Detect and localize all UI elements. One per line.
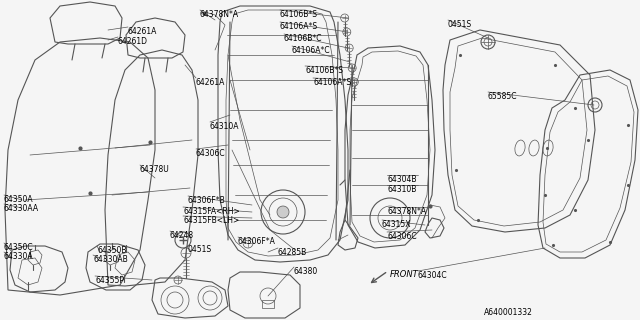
- Text: 64304C: 64304C: [418, 271, 447, 280]
- Text: 64310A: 64310A: [210, 122, 239, 131]
- Text: 64306F*B: 64306F*B: [188, 196, 226, 205]
- Text: 64106A*S: 64106A*S: [313, 78, 351, 87]
- Text: 64315FB<LH>: 64315FB<LH>: [183, 216, 239, 225]
- Text: 64306C: 64306C: [196, 149, 226, 158]
- Text: 64310B: 64310B: [387, 185, 417, 194]
- Text: A640001332: A640001332: [484, 308, 533, 317]
- Text: 64261A: 64261A: [196, 78, 225, 87]
- Text: 64380: 64380: [294, 267, 318, 276]
- Text: 64304B: 64304B: [387, 175, 417, 184]
- Text: FRONT: FRONT: [390, 270, 419, 279]
- Text: 64106B*S: 64106B*S: [280, 10, 318, 19]
- Text: 64330AA: 64330AA: [4, 204, 39, 213]
- Text: 64106A*C: 64106A*C: [292, 46, 331, 55]
- Text: 64315X: 64315X: [382, 220, 412, 229]
- Text: 64350C: 64350C: [4, 243, 34, 252]
- Text: 0451S: 0451S: [448, 20, 472, 29]
- Text: 0451S: 0451S: [188, 245, 212, 254]
- Text: 64261A: 64261A: [128, 27, 157, 36]
- Text: 64378N*A: 64378N*A: [388, 207, 427, 216]
- Text: 64350B: 64350B: [97, 246, 127, 255]
- Text: 64378N*A: 64378N*A: [200, 10, 239, 19]
- Text: 64261D: 64261D: [118, 37, 148, 46]
- Text: 64350A: 64350A: [4, 195, 34, 204]
- Text: 64315FA<RH>: 64315FA<RH>: [183, 207, 240, 216]
- Text: 64330AB: 64330AB: [93, 255, 128, 264]
- Text: 64355P: 64355P: [95, 276, 124, 285]
- Text: 65585C: 65585C: [488, 92, 518, 101]
- Text: 64248: 64248: [170, 231, 194, 240]
- Circle shape: [277, 206, 289, 218]
- Text: 64106B*C: 64106B*C: [284, 34, 323, 43]
- Text: 64330A: 64330A: [4, 252, 34, 261]
- Text: 64285B: 64285B: [278, 248, 307, 257]
- Text: 64378U: 64378U: [140, 165, 170, 174]
- Text: 64106A*S: 64106A*S: [280, 22, 318, 31]
- Text: 64306C: 64306C: [387, 232, 417, 241]
- Text: 64106B*S: 64106B*S: [305, 66, 343, 75]
- Text: 64306F*A: 64306F*A: [238, 237, 276, 246]
